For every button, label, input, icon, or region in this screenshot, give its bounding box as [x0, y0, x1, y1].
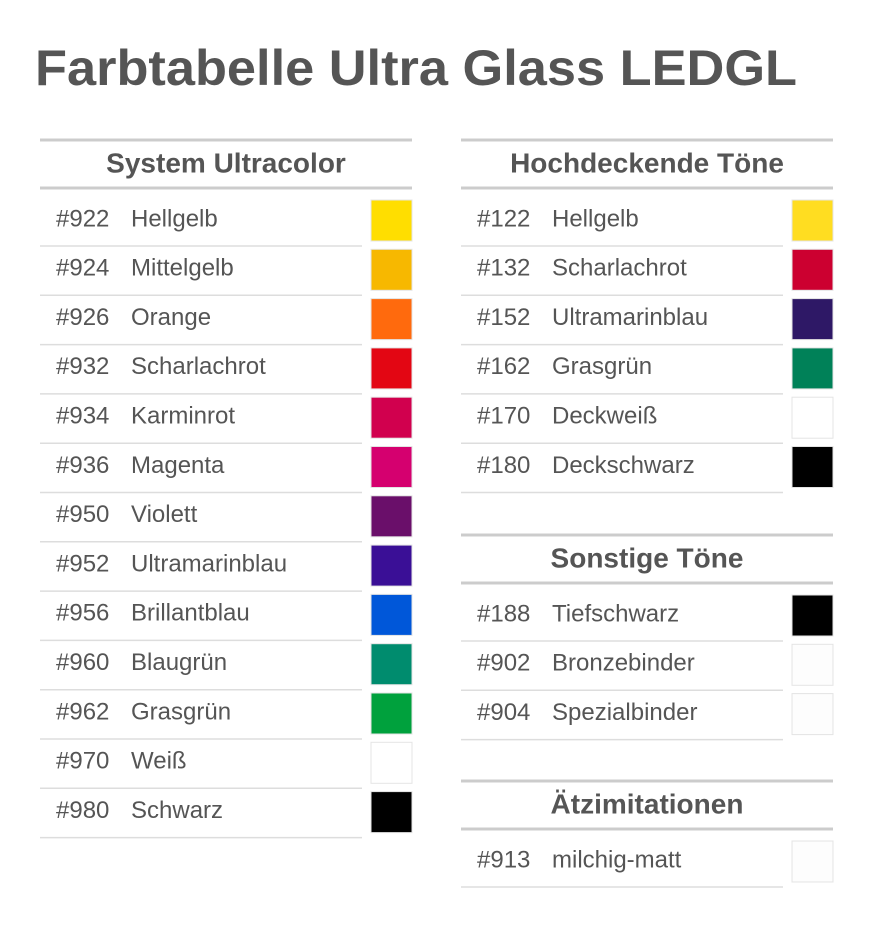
color-name: milchig-matt	[552, 846, 682, 873]
color-code: #122	[477, 205, 530, 232]
color-code: #936	[56, 452, 109, 479]
color-swatch	[791, 693, 834, 736]
color-name: Tiefschwarz	[552, 600, 679, 627]
color-code: #926	[56, 304, 109, 331]
color-swatch	[370, 692, 413, 735]
color-name: Deckschwarz	[552, 452, 695, 479]
color-name: Scharlachrot	[552, 255, 687, 282]
color-swatch	[791, 347, 834, 390]
color-swatch	[370, 298, 413, 341]
color-swatch	[370, 741, 413, 784]
color-swatch	[370, 199, 413, 242]
color-code: #904	[477, 699, 530, 726]
color-swatch	[370, 495, 413, 538]
color-name: Schwarz	[131, 797, 223, 824]
color-name: Orange	[131, 304, 211, 331]
color-name: Violett	[131, 501, 198, 528]
color-swatch	[370, 593, 413, 636]
color-swatch	[791, 594, 834, 637]
color-name: Scharlachrot	[131, 353, 266, 380]
color-code: #962	[56, 698, 109, 725]
color-name: Deckweiß	[552, 403, 657, 430]
color-name: Magenta	[131, 452, 225, 479]
section-heading: System Ultracolor	[106, 147, 346, 178]
color-name: Bronzebinder	[552, 650, 695, 677]
color-code: #924	[56, 255, 109, 282]
color-swatch	[791, 248, 834, 291]
color-swatch	[370, 248, 413, 291]
section-heading: Ätzimitationen	[551, 788, 744, 819]
color-name: Hellgelb	[131, 205, 218, 232]
color-code: #950	[56, 501, 109, 528]
color-swatch	[791, 396, 834, 439]
color-name: Karminrot	[131, 403, 235, 430]
color-code: #956	[56, 600, 109, 627]
color-name: Grasgrün	[552, 353, 652, 380]
color-swatch	[791, 199, 834, 242]
section-heading: Sonstige Töne	[551, 542, 744, 573]
color-name: Weiß	[131, 748, 187, 775]
color-swatch	[791, 298, 834, 341]
color-swatch	[791, 840, 834, 883]
page-title: Farbtabelle Ultra Glass LEDGL	[35, 40, 797, 96]
color-name: Grasgrün	[131, 698, 231, 725]
color-code: #932	[56, 353, 109, 380]
color-swatch	[791, 643, 834, 686]
color-code: #980	[56, 797, 109, 824]
section-heading: Hochdeckende Töne	[510, 147, 784, 178]
color-swatch	[370, 643, 413, 686]
color-code: #188	[477, 600, 530, 627]
color-swatch	[370, 347, 413, 390]
color-swatch	[791, 446, 834, 488]
color-name: Brillantblau	[131, 600, 250, 627]
color-code: #902	[477, 650, 530, 677]
color-name: Hellgelb	[552, 205, 639, 232]
color-name: Ultramarinblau	[131, 550, 287, 577]
color-code: #952	[56, 550, 109, 577]
color-code: #922	[56, 205, 109, 232]
color-code: #970	[56, 748, 109, 775]
color-name: Spezialbinder	[552, 699, 697, 726]
color-swatch	[370, 446, 413, 488]
color-code: #934	[56, 403, 109, 430]
color-name: Mittelgelb	[131, 255, 234, 282]
color-swatch	[370, 544, 413, 587]
color-name: Ultramarinblau	[552, 304, 708, 331]
color-code: #180	[477, 452, 530, 479]
color-code: #960	[56, 649, 109, 676]
color-swatch	[370, 396, 413, 439]
color-swatch	[370, 791, 413, 834]
color-code: #170	[477, 403, 530, 430]
color-code: #162	[477, 353, 530, 380]
color-code: #152	[477, 304, 530, 331]
color-code: #913	[477, 846, 530, 873]
color-code: #132	[477, 255, 530, 282]
color-name: Blaugrün	[131, 649, 227, 676]
